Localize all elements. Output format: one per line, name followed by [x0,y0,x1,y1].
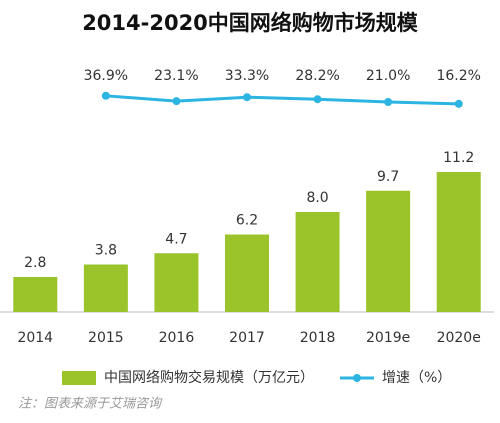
legend-label: 中国网络购物交易规模（万亿元） [104,369,314,386]
x-tick-label: 2018 [300,330,336,346]
line-point [101,91,110,100]
x-tick-label: 2017 [229,330,265,346]
x-tick-label: 2020e [437,330,481,346]
legend-swatch [62,371,96,385]
x-tick-label: 2015 [88,330,124,346]
data-label: 16.2% [436,68,480,84]
data-label: 33.3% [225,68,269,84]
data-label: 8.0 [306,190,328,206]
source-note: 注：图表来源于艾瑞咨询 [18,397,163,412]
bar [295,212,340,312]
line [105,94,459,106]
line-point [172,97,181,106]
bar [83,264,128,312]
line-point [313,95,322,104]
line-point [243,93,251,102]
bar [13,277,58,312]
line-point [454,99,463,108]
line-point [384,97,393,106]
data-label: 28.2% [295,68,339,84]
data-label: 6.2 [236,213,258,229]
x-tick-label: 2016 [159,330,195,346]
bar [154,253,199,312]
legend-swatch [353,374,361,382]
data-label: 3.8 [95,243,117,259]
data-label: 9.7 [377,169,399,185]
data-label: 4.7 [165,231,187,247]
data-label: 21.0% [366,68,410,84]
data-label: 36.9% [84,68,128,84]
data-label: 2.8 [24,255,46,271]
bar [436,172,481,312]
data-label: 11.2 [443,150,474,166]
bar [366,190,411,312]
x-tick-label: 2014 [17,330,53,346]
legend-label: 增速（%） [382,370,451,386]
data-label: 23.1% [154,68,198,84]
x-tick-label: 2019e [366,330,410,346]
chart-title: 2014-2020中国网络购物市场规模 [82,11,419,35]
bar [225,234,269,312]
